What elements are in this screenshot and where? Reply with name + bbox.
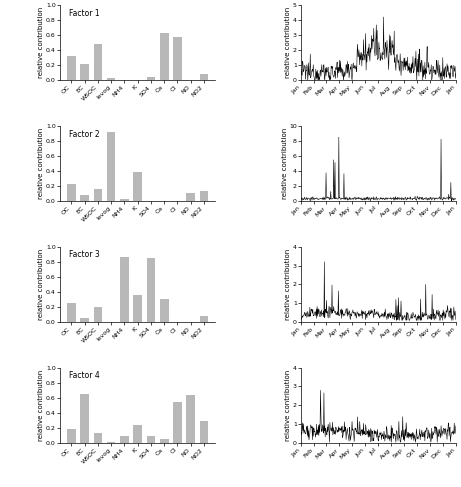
Bar xyxy=(186,193,195,201)
Bar xyxy=(147,76,155,80)
Bar xyxy=(186,321,195,322)
Y-axis label: relative contribution: relative contribution xyxy=(39,370,45,441)
Bar xyxy=(133,295,142,322)
Bar xyxy=(200,74,208,80)
Bar xyxy=(80,64,89,80)
Bar xyxy=(200,316,208,322)
Bar xyxy=(173,402,182,443)
Bar xyxy=(94,189,102,201)
Bar xyxy=(160,299,169,322)
Y-axis label: relative contribution: relative contribution xyxy=(285,249,291,320)
Bar xyxy=(200,191,208,201)
Bar xyxy=(67,429,76,443)
Bar xyxy=(67,303,76,322)
Bar xyxy=(67,184,76,201)
Bar xyxy=(107,132,115,201)
Text: Factor 1: Factor 1 xyxy=(69,9,100,18)
Bar xyxy=(80,195,89,201)
Bar xyxy=(120,199,129,201)
Bar xyxy=(120,435,129,443)
Bar xyxy=(200,421,208,443)
Bar xyxy=(160,33,169,80)
Bar xyxy=(133,425,142,443)
Text: Factor 4: Factor 4 xyxy=(69,372,100,380)
Bar xyxy=(173,37,182,80)
Bar xyxy=(173,321,182,322)
Text: Factor 2: Factor 2 xyxy=(69,130,100,139)
Bar xyxy=(94,432,102,443)
Bar xyxy=(147,258,155,322)
Bar xyxy=(147,436,155,443)
Y-axis label: relative contribution: relative contribution xyxy=(39,249,45,320)
Y-axis label: relative contribution: relative contribution xyxy=(285,7,291,78)
Bar xyxy=(94,44,102,80)
Bar xyxy=(67,56,76,80)
Bar xyxy=(107,442,115,443)
Bar xyxy=(80,318,89,322)
Bar xyxy=(120,257,129,322)
Bar xyxy=(133,172,142,201)
Text: Factor 3: Factor 3 xyxy=(69,250,100,260)
Bar xyxy=(186,395,195,443)
Y-axis label: relative contribution: relative contribution xyxy=(282,128,288,199)
Bar xyxy=(80,394,89,443)
Y-axis label: relative contribution: relative contribution xyxy=(285,370,291,441)
Bar xyxy=(107,321,115,322)
Bar xyxy=(107,78,115,80)
Bar xyxy=(160,439,169,443)
Bar xyxy=(94,307,102,322)
Y-axis label: relative contribution: relative contribution xyxy=(39,128,45,199)
Y-axis label: relative contribution: relative contribution xyxy=(39,7,45,78)
